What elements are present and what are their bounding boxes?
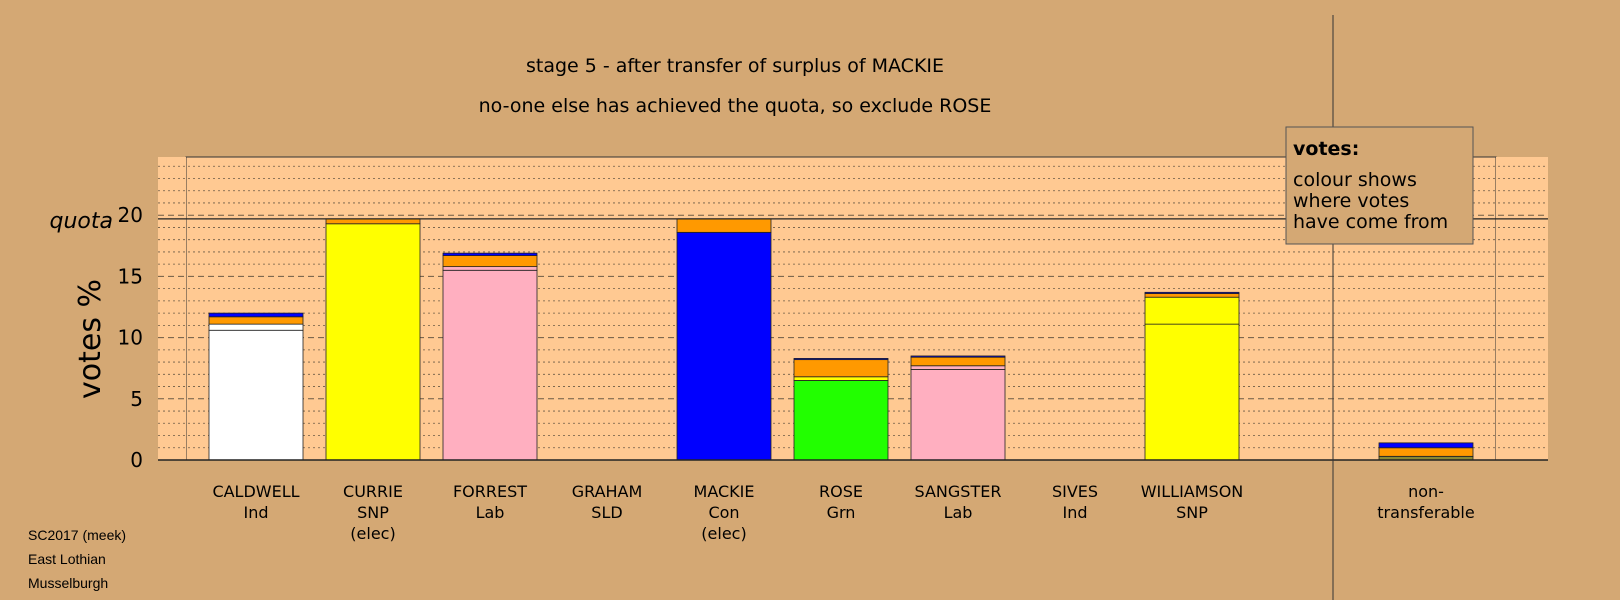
category-name: SIVES bbox=[1052, 482, 1098, 501]
legend-line: colour shows bbox=[1293, 169, 1417, 191]
plot-area-margin bbox=[158, 157, 186, 460]
legend: votes: colour shows where votes have com… bbox=[1285, 126, 1474, 245]
category-party: Lab bbox=[476, 503, 505, 522]
category-party: Ind bbox=[1062, 503, 1087, 522]
chart-subtitle: no-one else has achieved the quota, so e… bbox=[479, 95, 992, 117]
legend-line: where votes bbox=[1293, 190, 1409, 212]
bar-segment bbox=[1144, 323, 1240, 461]
category-party: Ind bbox=[243, 503, 268, 522]
category-party: Grn bbox=[827, 503, 856, 522]
bar-segment bbox=[442, 269, 538, 461]
footer-line: East Lothian bbox=[28, 551, 106, 567]
plot-area-margin bbox=[1496, 157, 1548, 460]
category-party: Con bbox=[708, 503, 739, 522]
nontransferable-label-1: non- bbox=[1408, 482, 1444, 501]
bar-segment bbox=[208, 316, 304, 325]
category-name: GRAHAM bbox=[572, 482, 643, 501]
bar-segment bbox=[910, 365, 1006, 370]
bar-segment bbox=[676, 231, 772, 461]
bar-segment-nontransferable bbox=[1378, 447, 1474, 457]
bar-segment bbox=[1144, 293, 1240, 298]
category-name: CURRIE bbox=[343, 482, 403, 501]
y-tick-label: 20 bbox=[118, 203, 143, 227]
bar-segment bbox=[1144, 296, 1240, 325]
footer: SC2017 (meek) East Lothian Musselburgh bbox=[28, 523, 126, 595]
category-name: MACKIE bbox=[694, 482, 755, 501]
quota-label: quota bbox=[50, 209, 113, 234]
legend-title: votes: bbox=[1293, 138, 1359, 160]
category-party: SNP bbox=[1176, 503, 1208, 522]
category-party: SLD bbox=[591, 503, 622, 522]
y-tick-label: 15 bbox=[118, 264, 143, 288]
bar-segment bbox=[793, 376, 889, 381]
bar-segment bbox=[793, 380, 889, 461]
y-tick-label: 10 bbox=[118, 326, 143, 350]
bar-segment bbox=[793, 359, 889, 378]
y-axis-label: votes % bbox=[73, 279, 108, 399]
legend-box bbox=[1285, 126, 1474, 245]
chart-title: stage 5 - after transfer of surplus of M… bbox=[526, 55, 944, 77]
bar-segment bbox=[910, 356, 1006, 367]
bars bbox=[208, 218, 1474, 461]
nontransferable-label-2: transferable bbox=[1377, 503, 1474, 522]
category-note: (elec) bbox=[350, 524, 395, 543]
category-name: SANGSTER bbox=[915, 482, 1002, 501]
bar-segment bbox=[1144, 291, 1240, 294]
category-party: Lab bbox=[944, 503, 973, 522]
category-name: WILLIAMSON bbox=[1141, 482, 1244, 501]
bar-segment bbox=[442, 266, 538, 271]
bar-segment bbox=[208, 312, 304, 318]
bar-segment bbox=[910, 369, 1006, 461]
bar-segment bbox=[208, 329, 304, 461]
category-labels: CALDWELL Ind CURRIE SNP (elec) FORREST L… bbox=[212, 482, 1474, 543]
category-name: FORREST bbox=[453, 482, 527, 501]
y-tick-label: 5 bbox=[130, 387, 143, 411]
category-name: CALDWELL bbox=[212, 482, 299, 501]
bar-segment bbox=[676, 218, 772, 233]
bar-segment-nontransferable bbox=[1378, 442, 1474, 449]
y-tick-labels: 0 5 10 15 20 bbox=[118, 203, 143, 472]
y-tick-label: 0 bbox=[130, 448, 143, 472]
legend-line: have come from bbox=[1293, 211, 1448, 233]
category-note: (elec) bbox=[701, 524, 746, 543]
footer-line: Musselburgh bbox=[28, 575, 109, 591]
bar-segment bbox=[793, 358, 889, 361]
bar-segment bbox=[442, 252, 538, 256]
bar-segment bbox=[325, 218, 421, 225]
footer-line: SC2017 (meek) bbox=[28, 527, 127, 543]
bar-segment bbox=[910, 355, 1006, 358]
bar-segment bbox=[208, 323, 304, 331]
category-name: ROSE bbox=[819, 482, 863, 501]
category-party: SNP bbox=[357, 503, 389, 522]
bar-segment bbox=[442, 255, 538, 268]
bar-segment bbox=[325, 223, 421, 461]
